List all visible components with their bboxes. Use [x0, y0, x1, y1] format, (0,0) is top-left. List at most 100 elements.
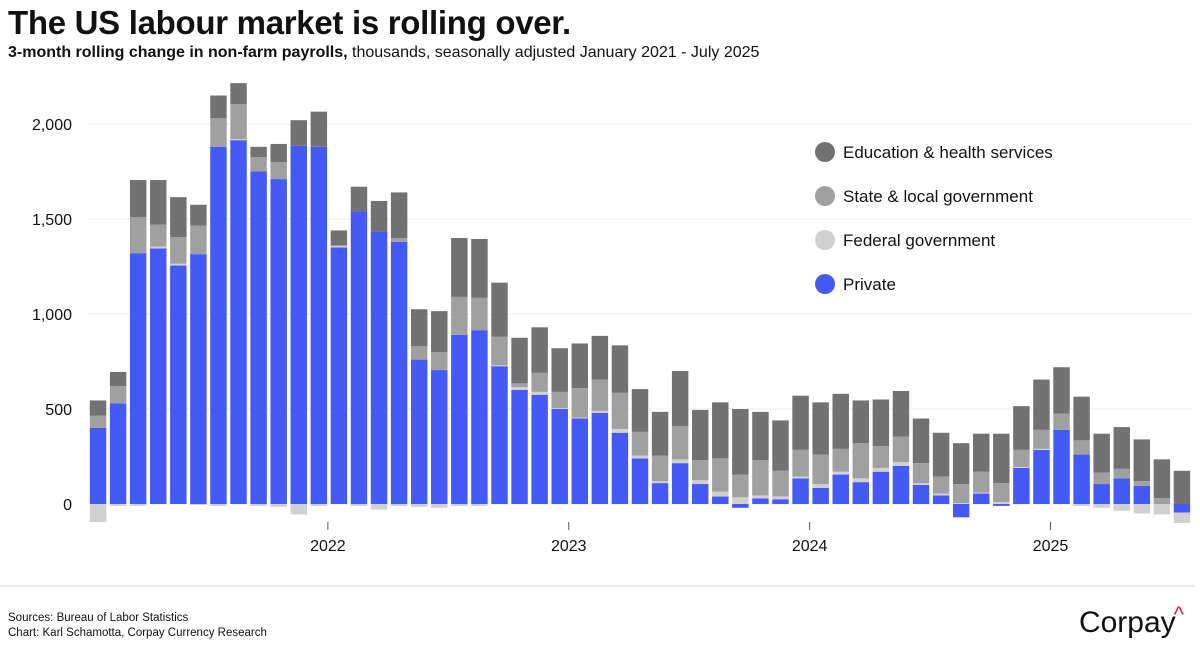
bar-private [832, 474, 849, 504]
bar-state_local [1113, 468, 1130, 479]
bar-state_local [852, 443, 870, 479]
bar-state_local [250, 157, 267, 172]
bar-federal [310, 504, 328, 506]
bar-federal [410, 504, 428, 507]
bar-private [451, 334, 468, 504]
bar-state_local [89, 415, 107, 428]
bar-federal [732, 497, 749, 504]
bar-federal [772, 496, 789, 500]
y-tick-label: 500 [45, 402, 72, 419]
bar-education_health [772, 420, 789, 471]
y-tick-label: 0 [63, 497, 72, 514]
bar-education_health [1173, 470, 1191, 504]
bar-private [912, 485, 930, 504]
bar-private [852, 482, 870, 504]
bar-federal [812, 484, 829, 488]
chart-title: The US labour market is rolling over. [8, 4, 571, 41]
legend-swatch-private [815, 274, 835, 294]
bar-federal [952, 503, 970, 504]
bar-federal [1013, 466, 1030, 468]
bar-state_local [973, 471, 990, 493]
legend-label-state_local: State & local government [843, 187, 1033, 206]
legend-label-federal: Federal government [843, 231, 995, 250]
bar-private [1033, 449, 1050, 504]
brand-mark-icon: ^ [1173, 602, 1184, 627]
bar-federal [993, 502, 1010, 504]
bar-education_health [89, 400, 107, 416]
bar-private [210, 146, 227, 505]
x-tick-label: 2022 [310, 538, 346, 555]
bar-education_health [752, 411, 769, 461]
bar-education_health [1073, 396, 1090, 441]
bar-state_local [170, 237, 187, 264]
bar-state_local [1033, 429, 1050, 449]
bar-education_health [531, 327, 548, 373]
bar-federal [1133, 504, 1151, 514]
bar-state_local [190, 225, 207, 255]
bar-private [310, 146, 328, 505]
bar-private [410, 359, 428, 504]
bar-private [170, 265, 187, 504]
bar-federal [109, 504, 127, 506]
bar-federal [1113, 504, 1130, 511]
bar-education_health [671, 371, 689, 427]
bar-private [491, 366, 508, 504]
bar-private [431, 370, 448, 504]
bar-state_local [451, 296, 468, 335]
bar-education_health [551, 348, 568, 392]
bar-state_local [150, 224, 167, 247]
bar-federal [551, 408, 568, 409]
y-tick-label: 2,000 [32, 117, 72, 134]
bar-education_health [912, 418, 930, 464]
legend: Education & health services State & local… [815, 142, 1053, 294]
bar-state_local [210, 118, 227, 147]
bar-private [109, 403, 127, 504]
bar-federal [932, 493, 950, 496]
bar-education_health [230, 83, 247, 105]
bar-state_local [551, 391, 568, 409]
bar-federal [832, 471, 849, 475]
bar-federal [290, 504, 307, 515]
bar-state_local [431, 352, 448, 371]
bar-state_local [792, 449, 809, 477]
bar-education_health [611, 345, 629, 393]
bar-state_local [531, 372, 548, 392]
bar-education_health [290, 120, 307, 146]
bar-federal [511, 387, 528, 390]
bar-education_health [1113, 427, 1130, 469]
bar-state_local [1013, 449, 1030, 467]
bar-state_local [571, 388, 589, 418]
x-tick-label: 2023 [551, 538, 587, 555]
legend-label-private: Private [843, 275, 896, 294]
bar-private [571, 418, 589, 504]
brand-name: Corpay [1078, 606, 1176, 639]
sources-line: Sources: Bureau of Labor Statistics [8, 612, 189, 624]
bar-federal [611, 428, 629, 433]
bar-state_local [932, 476, 950, 494]
bar-private [691, 484, 709, 504]
bar-education_health [270, 143, 287, 162]
bar-private [812, 487, 829, 504]
bars [89, 83, 1191, 523]
bar-state_local [812, 454, 829, 485]
bar-private [190, 254, 207, 504]
subtitle-bold: 3-month rolling change in non-farm payro… [8, 44, 348, 61]
bar-education_health [1053, 367, 1070, 414]
x-axis: 2022 2023 2024 2025 [310, 522, 1068, 555]
bar-state_local [1093, 472, 1110, 485]
bar-state_local [1133, 481, 1151, 486]
bar-private [712, 496, 729, 504]
credit-line: Chart: Karl Schamotta, Corpay Currency R… [8, 627, 267, 639]
bar-private [732, 504, 749, 508]
bar-federal [471, 504, 488, 506]
y-tick-label: 1,500 [32, 212, 72, 229]
bar-federal [170, 263, 187, 266]
bar-education_health [792, 395, 809, 450]
bar-state_local [511, 383, 528, 388]
bar-private [1093, 484, 1110, 504]
bar-education_health [993, 433, 1010, 484]
subtitle-rest: thousands, seasonally adjusted January 2… [352, 44, 760, 61]
bar-private [471, 330, 488, 504]
bar-federal [691, 480, 709, 485]
bar-federal [591, 410, 609, 413]
